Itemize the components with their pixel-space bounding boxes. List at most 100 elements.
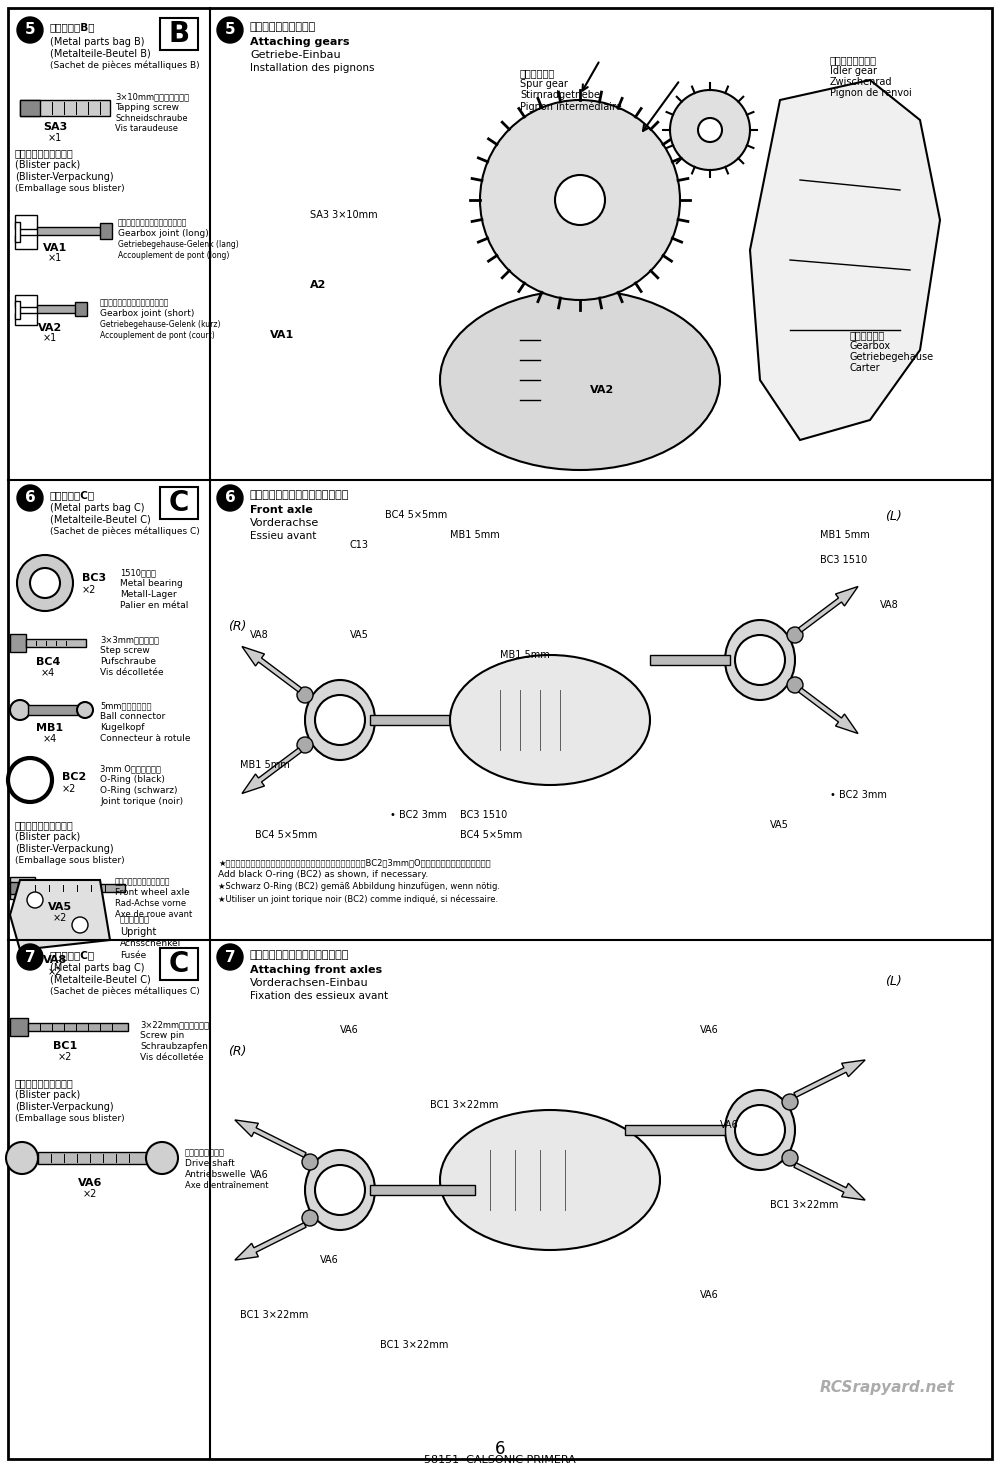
Bar — [10, 634, 26, 651]
FancyArrow shape — [794, 1163, 865, 1200]
Text: Attaching front axles: Attaching front axles — [250, 965, 382, 976]
Text: A2: A2 — [310, 280, 326, 290]
Text: (Blister pack): (Blister pack) — [15, 1090, 80, 1100]
Text: 5: 5 — [25, 22, 35, 38]
Text: Front wheel axle: Front wheel axle — [115, 888, 190, 896]
Circle shape — [302, 1155, 318, 1171]
Bar — [75, 302, 87, 315]
Text: Metal bearing: Metal bearing — [120, 579, 183, 588]
Circle shape — [782, 1094, 798, 1111]
Text: Installation des pignons: Installation des pignons — [250, 63, 374, 73]
Text: BC4: BC4 — [36, 657, 60, 667]
Text: VA6: VA6 — [320, 1254, 339, 1265]
Text: ギヤーボックスジョイント（長）: ギヤーボックスジョイント（長） — [118, 219, 187, 227]
Text: BC4 5×5mm: BC4 5×5mm — [385, 511, 447, 519]
Text: C: C — [169, 951, 189, 978]
Circle shape — [77, 703, 93, 717]
Bar — [650, 654, 730, 665]
Bar — [15, 301, 20, 318]
Text: Getriebe-Einbau: Getriebe-Einbau — [250, 50, 341, 60]
Bar — [10, 877, 35, 899]
Text: (Emballage sous blister): (Emballage sous blister) — [15, 1113, 125, 1124]
Text: Palier en métal: Palier en métal — [120, 601, 188, 610]
Circle shape — [217, 18, 243, 43]
Text: ×1: ×1 — [48, 252, 62, 263]
Bar — [37, 305, 77, 312]
Text: Fusée: Fusée — [120, 951, 146, 959]
Text: 〈金具袋詰C〉: 〈金具袋詰C〉 — [50, 951, 95, 959]
Polygon shape — [750, 81, 940, 440]
Text: Antriebswelle: Antriebswelle — [185, 1171, 247, 1179]
Ellipse shape — [450, 654, 650, 785]
Text: Step screw: Step screw — [100, 645, 150, 654]
Ellipse shape — [440, 1111, 660, 1250]
Text: VA2: VA2 — [590, 384, 614, 395]
FancyArrow shape — [794, 1061, 865, 1097]
Circle shape — [17, 555, 73, 610]
Text: Attaching gears: Attaching gears — [250, 37, 350, 47]
Circle shape — [735, 635, 785, 685]
Bar — [625, 1125, 725, 1135]
Circle shape — [297, 687, 313, 703]
Text: ×4: ×4 — [43, 734, 57, 744]
Text: SA3 3×10mm: SA3 3×10mm — [310, 210, 378, 220]
Text: 58151  CALSONIC PRIMERA: 58151 CALSONIC PRIMERA — [424, 1455, 576, 1466]
Bar — [15, 312, 37, 326]
Text: Front axle: Front axle — [250, 505, 313, 515]
Text: 3×10mmタッピングビス: 3×10mmタッピングビス — [115, 92, 189, 101]
Circle shape — [6, 1141, 38, 1174]
Text: Kugelkopf: Kugelkopf — [100, 723, 144, 732]
Text: Getriebegehause-Gelenk (lang): Getriebegehause-Gelenk (lang) — [118, 241, 239, 249]
Circle shape — [782, 1150, 798, 1166]
Text: (Sachet de pièces métalliques C): (Sachet de pièces métalliques C) — [50, 987, 200, 996]
Text: Carter: Carter — [850, 362, 881, 373]
Text: (Metal parts bag C): (Metal parts bag C) — [50, 503, 144, 513]
Text: O-Ring (black): O-Ring (black) — [100, 775, 165, 783]
Text: VA5: VA5 — [770, 820, 789, 830]
Ellipse shape — [440, 290, 720, 469]
Text: ×2: ×2 — [82, 585, 96, 596]
Text: RCSrapyard.net: RCSrapyard.net — [820, 1380, 955, 1395]
Text: Axe d'entraînement: Axe d'entraînement — [185, 1181, 268, 1190]
Text: フロントホイールアクスル: フロントホイールアクスル — [115, 877, 170, 886]
Text: VA1: VA1 — [43, 244, 67, 252]
Text: ×1: ×1 — [48, 133, 62, 142]
Text: Schraubzapfen: Schraubzapfen — [140, 1042, 208, 1050]
Text: (Blister pack): (Blister pack) — [15, 832, 80, 842]
Text: Upright: Upright — [120, 927, 156, 937]
Text: Add black O-ring (BC2) as shown, if necessary.: Add black O-ring (BC2) as shown, if nece… — [218, 870, 428, 879]
Bar — [15, 222, 20, 242]
Text: C13: C13 — [350, 540, 369, 550]
Text: (Sachet de pièces métalliques B): (Sachet de pièces métalliques B) — [50, 62, 200, 70]
Text: VA1: VA1 — [270, 330, 294, 340]
Bar — [28, 1022, 128, 1031]
Text: Metall-Lager: Metall-Lager — [120, 590, 177, 599]
Circle shape — [16, 766, 44, 794]
Text: Vis décolletée: Vis décolletée — [140, 1053, 204, 1062]
FancyArrow shape — [798, 688, 858, 734]
Text: (R): (R) — [228, 621, 246, 632]
Text: Rad-Achse vorne: Rad-Achse vorne — [115, 899, 186, 908]
Text: 〈金具袋詰B〉: 〈金具袋詰B〉 — [50, 22, 96, 32]
Text: ×2: ×2 — [62, 783, 76, 794]
Text: 5mmピローボール: 5mmピローボール — [100, 701, 152, 710]
Text: Screw pin: Screw pin — [140, 1031, 184, 1040]
Text: (Blister pack): (Blister pack) — [15, 160, 80, 170]
Text: Zwischenrad: Zwischenrad — [830, 76, 893, 87]
Text: BC3 1510: BC3 1510 — [460, 810, 507, 820]
Text: Vis décolletée: Vis décolletée — [100, 667, 164, 676]
Bar — [10, 1018, 28, 1036]
Text: Vis taraudeuse: Vis taraudeuse — [115, 125, 178, 133]
Text: 〈ギヤーのとりつけ〉: 〈ギヤーのとりつけ〉 — [250, 22, 316, 32]
Text: BC3: BC3 — [82, 574, 106, 582]
Text: Tapping screw: Tapping screw — [115, 103, 179, 111]
Text: VA8: VA8 — [43, 955, 67, 965]
Text: ×4: ×4 — [41, 667, 55, 678]
Text: アイドラーギヤー: アイドラーギヤー — [830, 54, 877, 65]
Text: C: C — [169, 489, 189, 516]
Text: VA6: VA6 — [250, 1171, 269, 1179]
Text: BC1 3×22mm: BC1 3×22mm — [240, 1310, 308, 1320]
Ellipse shape — [305, 1150, 375, 1229]
Text: SA3: SA3 — [43, 122, 67, 132]
Bar — [160, 18, 198, 50]
